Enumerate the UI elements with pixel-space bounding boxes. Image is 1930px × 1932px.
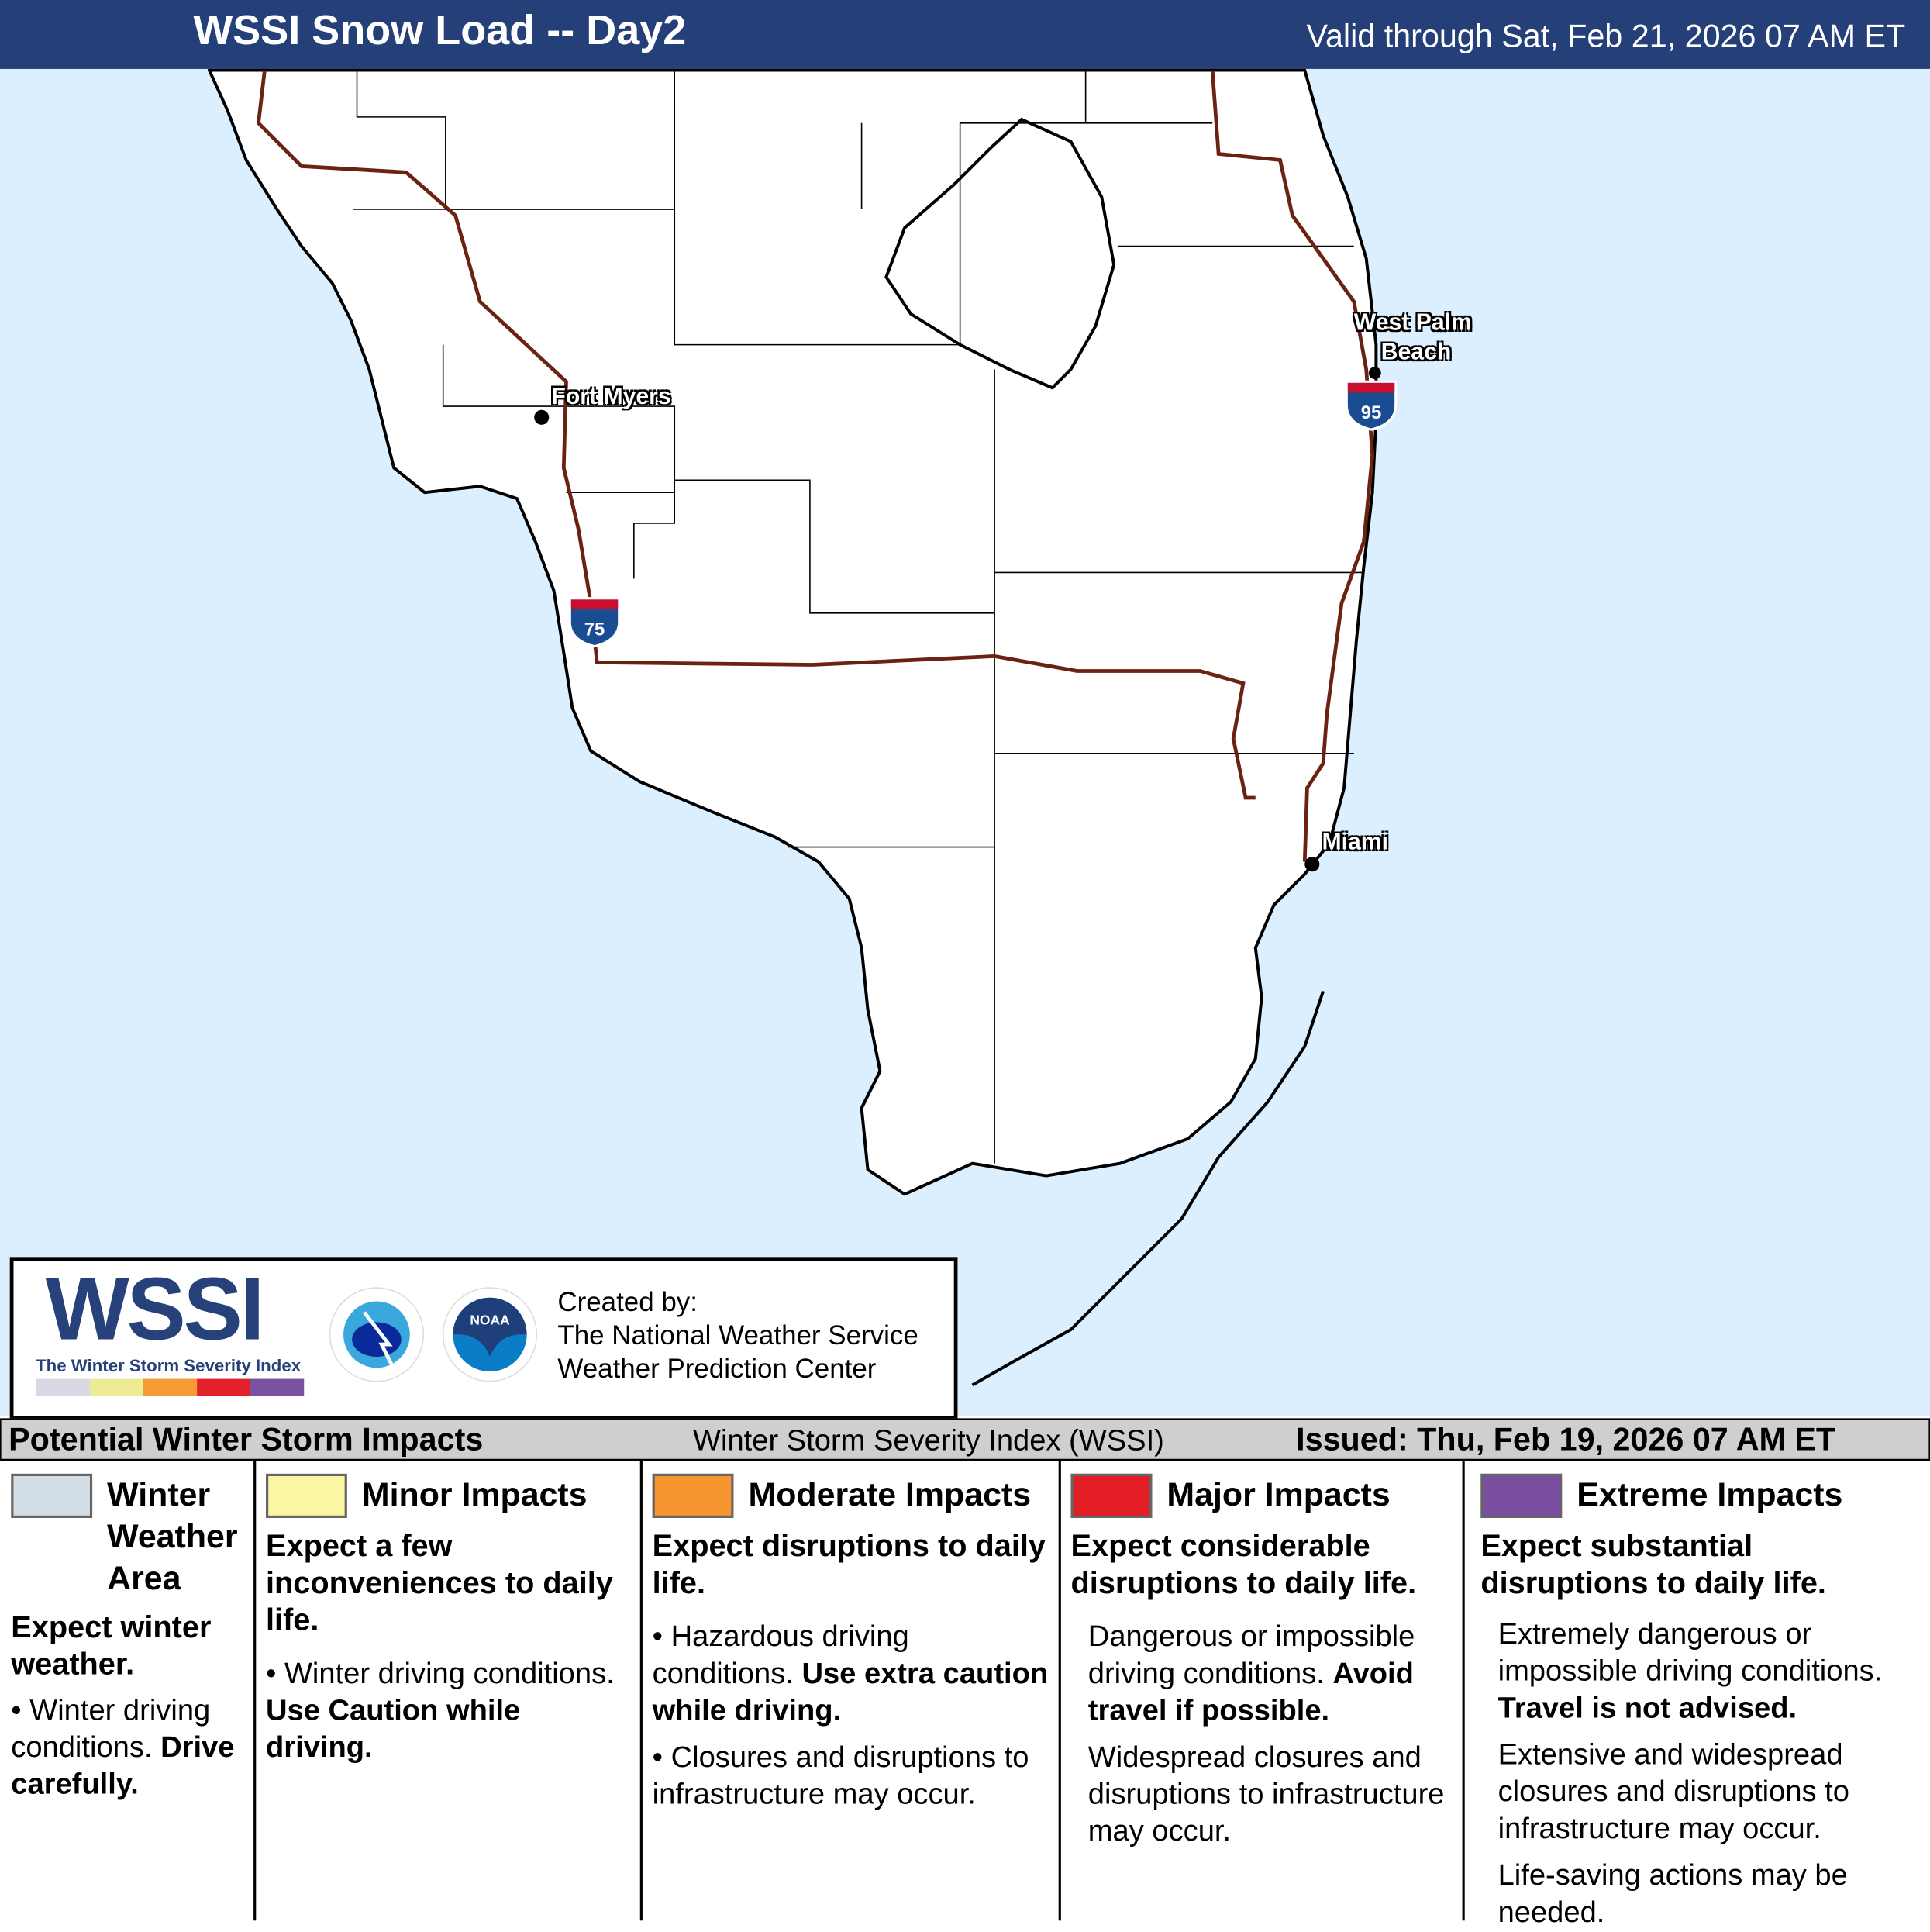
- legend-bullet: • Winter driving conditions. Drive caref…: [11, 1694, 235, 1802]
- miami-dot: [1304, 857, 1320, 872]
- city-line: Beach: [1380, 340, 1452, 366]
- scale-swatch: [196, 1378, 250, 1396]
- city-label-miami: Miami: [1322, 830, 1389, 856]
- agency-logos: NOAA: [329, 1287, 538, 1382]
- noaa-logo-icon: NOAA: [442, 1287, 538, 1382]
- legend-bullet: Dangerous or impossible driving conditio…: [1071, 1619, 1458, 1730]
- credits: Created by: The National Weather Service…: [557, 1285, 918, 1385]
- title-line: Weather: [107, 1518, 238, 1555]
- legend-header: Moderate Impacts: [652, 1473, 1054, 1519]
- bullet-bold: Use Caution while driving.: [266, 1694, 521, 1765]
- logo-box: WSSI The Winter Storm Severity Index NOA…: [9, 1257, 958, 1420]
- legend-header: Major Impacts: [1070, 1473, 1458, 1519]
- legend-bullet: • Hazardous driving conditions. Use extr…: [652, 1620, 1049, 1727]
- title-line: Area: [107, 1559, 181, 1597]
- legend-header: Minor Impacts: [266, 1473, 635, 1519]
- legend-summary: Expect considerable disruptions to daily…: [1070, 1529, 1417, 1601]
- scale-swatch: [89, 1378, 143, 1396]
- bullet-bold: Drive carefully.: [11, 1730, 235, 1802]
- color-swatch: [1070, 1473, 1153, 1519]
- legend-summary: Expect disruptions to daily life.: [652, 1529, 1046, 1601]
- legend-minor-impacts: Minor Impacts Expect a few inconvenience…: [256, 1461, 643, 1921]
- bullet-bold: Avoid travel if possible.: [1087, 1657, 1414, 1727]
- impacts-title: Potential Winter Storm Impacts: [9, 1420, 484, 1458]
- header: WSSI Snow Load -- Day2 Valid through Sat…: [0, 0, 1930, 69]
- impacts-header-bar: Potential Winter Storm Impacts Winter St…: [0, 1418, 1930, 1463]
- color-swatch: [1480, 1473, 1563, 1519]
- map-title: WSSI Snow Load -- Day2: [193, 7, 687, 54]
- land-mainland: [207, 68, 1378, 1196]
- legend-summary: Expect substantial disruptions to daily …: [1480, 1529, 1826, 1601]
- index-name: Winter Storm Severity Index (WSSI): [693, 1424, 1164, 1458]
- legend-extreme-impacts: Extreme Impacts Expect substantial disru…: [1465, 1461, 1930, 1929]
- legend-header: Extreme Impacts: [1480, 1473, 1925, 1519]
- bullet-text: Winter driving conditions.: [284, 1657, 615, 1691]
- color-swatch: [652, 1473, 734, 1519]
- noaa-text: NOAA: [470, 1313, 510, 1328]
- scale-swatch: [250, 1378, 305, 1396]
- legend-moderate-impacts: Moderate Impacts Expect disruptions to d…: [643, 1461, 1061, 1921]
- lake-okeechobee: [884, 117, 1116, 390]
- severity-color-scale: [36, 1378, 305, 1396]
- legend-major-impacts: Major Impacts Expect considerable disrup…: [1061, 1461, 1465, 1921]
- legend-bullet: • Closures and disruptions to infrastruc…: [652, 1741, 1029, 1811]
- shield-number: 75: [584, 619, 605, 640]
- legend-title: Major Impacts: [1167, 1476, 1391, 1513]
- legend-header: Winter Weather Area: [11, 1473, 248, 1599]
- legend-bullet: Widespread closures and disruptions to i…: [1087, 1741, 1445, 1848]
- bullet-bold: Use extra caution while driving.: [652, 1657, 1049, 1727]
- legend-title: Winter Weather Area: [107, 1474, 237, 1599]
- shield-number: 95: [1361, 402, 1382, 423]
- legend-title: Moderate Impacts: [748, 1476, 1032, 1513]
- legend-winter-weather-area: Winter Weather Area Expect winter weathe…: [0, 1461, 257, 1921]
- created-by: Created by:: [557, 1286, 698, 1318]
- map-area: 75 95 West Palm Beach Fort Myers Miami: [0, 68, 1930, 1416]
- bullet-text: Dangerous or impossible driving conditio…: [1087, 1620, 1415, 1691]
- city-line: West Palm: [1353, 310, 1472, 336]
- city-label-fort-myers: Fort Myers: [551, 384, 671, 410]
- legend-bullet: Extensive and widespread closures and di…: [1497, 1738, 1849, 1846]
- legend-summary: Expect winter weather.: [11, 1610, 212, 1682]
- florida-keys: [971, 990, 1325, 1387]
- legend-bullet: • Winter driving conditions. Use Caution…: [266, 1657, 615, 1765]
- bullet-text: Closures and disruptions to infrastructu…: [652, 1741, 1029, 1811]
- florida-map: 75 95: [0, 68, 1930, 1416]
- credit-org: Weather Prediction Center: [557, 1353, 877, 1384]
- legend-summary: Expect a few inconveniences to daily lif…: [266, 1529, 613, 1638]
- west-palm-beach-dot: [1368, 367, 1381, 380]
- wssi-logo: WSSI: [45, 1261, 265, 1360]
- scale-swatch: [143, 1378, 197, 1396]
- city-label-west-palm-beach: West Palm Beach: [1354, 309, 1472, 368]
- title-line: Winter: [107, 1476, 211, 1513]
- nws-logo-icon: [329, 1287, 425, 1382]
- credit-org: The National Weather Service: [557, 1320, 918, 1351]
- bullet-text: Hazardous driving conditions.: [652, 1620, 909, 1691]
- valid-time: Valid through Sat, Feb 21, 2026 07 AM ET: [1306, 17, 1906, 54]
- scale-swatch: [36, 1378, 90, 1396]
- legend-bullet: Life-saving actions may be needed.: [1497, 1858, 1848, 1930]
- county-lines: [353, 70, 1364, 1164]
- color-swatch: [266, 1473, 347, 1519]
- color-swatch: [11, 1473, 93, 1519]
- legend-title: Extreme Impacts: [1577, 1476, 1843, 1513]
- legend-bullet: Extremely dangerous or impossible drivin…: [1480, 1616, 1925, 1727]
- legend-title: Minor Impacts: [361, 1476, 588, 1513]
- impacts-legend: Winter Weather Area Expect winter weathe…: [0, 1461, 1930, 1930]
- bullet-bold: Travel is not advised.: [1497, 1691, 1797, 1725]
- interstate-95-shield: 95: [1345, 380, 1398, 431]
- interstate-75-shield: 75: [568, 597, 621, 648]
- issued-time: Issued: Thu, Feb 19, 2026 07 AM ET: [1296, 1420, 1836, 1458]
- bullet-text: Extremely dangerous or impossible drivin…: [1497, 1617, 1883, 1689]
- fort-myers-dot: [534, 409, 550, 425]
- bullet-text: Winter driving conditions.: [11, 1694, 211, 1765]
- wssi-subtitle: The Winter Storm Severity Index: [36, 1355, 302, 1375]
